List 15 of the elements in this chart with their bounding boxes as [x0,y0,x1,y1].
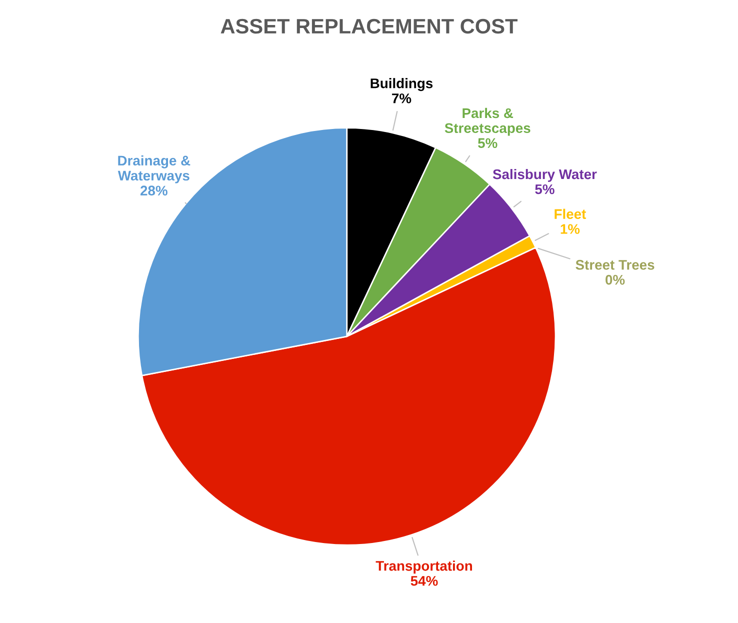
data-label: 54% [410,576,438,586]
slice-label: Buildings [370,78,433,92]
data-label: 7% [392,93,412,104]
text: 0% [606,274,625,285]
data-label: 1% [560,224,580,234]
slice-label: Fleet [554,208,586,219]
slice-label: Transportation [376,560,472,574]
data-label: 5% [535,184,554,194]
slice-label: Salisbury Water [492,168,597,182]
slice-label: Parks & Streetscapes [444,108,530,136]
chart-title: ASSET REPLACEMENT COST [220,18,518,34]
slice-label: Drainage & Waterways [118,155,190,184]
category-label: Street Trees [576,260,654,270]
data-label: 28% [140,186,168,196]
data-label: 5% [478,138,498,148]
